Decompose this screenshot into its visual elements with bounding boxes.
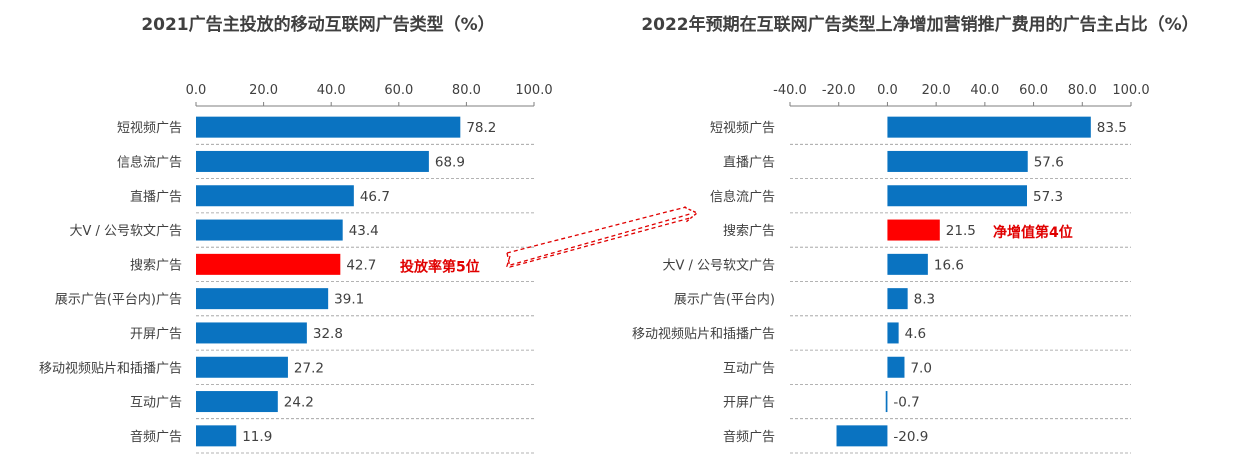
chart2-tick-label: 0.0 xyxy=(877,83,898,98)
chart1-rank-annotation: 投放率第5位 xyxy=(400,258,480,275)
chart1-bar xyxy=(196,116,461,138)
chart2-bar xyxy=(887,116,1091,138)
chart1-data-label: 39.1 xyxy=(334,292,364,308)
chart2-bar xyxy=(887,185,1027,207)
chart2-bar xyxy=(887,219,940,241)
chart2-bar xyxy=(887,288,908,310)
chart2-bar xyxy=(887,150,1028,172)
chart2-category-label: 互动广告 xyxy=(723,361,775,376)
chart1-data-label: 24.2 xyxy=(284,395,314,411)
chart2-tick-label: 60.0 xyxy=(1019,83,1048,98)
chart1-bar xyxy=(196,150,429,172)
chart1-category-label: 展示广告(平台内)广告 xyxy=(55,292,182,308)
chart2-data-label: 4.6 xyxy=(905,326,926,342)
chart2-category-label: 开屏广告 xyxy=(723,396,775,411)
chart1-category-label: 信息流广告 xyxy=(117,154,182,170)
chart2-tick-label: 80.0 xyxy=(1068,83,1097,98)
chart1-data-label: 43.4 xyxy=(349,223,379,239)
chart1-category-label: 音频广告 xyxy=(130,429,182,445)
chart2-category-label: 搜索广告 xyxy=(723,224,775,239)
chart1-category-label: 搜索广告 xyxy=(130,258,182,273)
chart2-bar xyxy=(885,391,888,413)
chart1-tick-label: 20.0 xyxy=(249,83,278,98)
chart1-bar xyxy=(196,322,307,344)
chart1-title: 2021广告主投放的移动互联网广告类型（%） xyxy=(141,14,494,35)
chart2-tick-label: 100.0 xyxy=(1112,83,1149,98)
chart2-data-label: 21.5 xyxy=(946,223,976,239)
text-layer: 2021广告主投放的移动互联网广告类型（%） 2022年预期在互联网广告类型上净… xyxy=(39,14,1199,445)
chart2-data-label: -20.9 xyxy=(893,429,928,445)
chart2-data-label: 8.3 xyxy=(914,292,935,308)
chart1-data-label: 78.2 xyxy=(466,120,496,136)
connector-arrow xyxy=(506,206,699,268)
chart1-category-label: 互动广告 xyxy=(130,396,182,411)
chart2-data-label: 83.5 xyxy=(1097,120,1127,136)
chart1-bar xyxy=(196,356,288,378)
chart2-category-label: 展示广告(平台内) xyxy=(674,292,775,308)
chart2-bar xyxy=(887,322,899,344)
chart1-bar xyxy=(196,288,329,310)
chart2-data-label: 57.3 xyxy=(1033,189,1063,205)
chart2-tick-label: -20.0 xyxy=(822,83,856,98)
chart1-category-label: 大V / 公号软文广告 xyxy=(69,224,182,239)
chart1-data-label: 68.9 xyxy=(435,154,465,170)
chart1-category-label: 开屏广告 xyxy=(130,327,182,342)
chart1-data-label: 11.9 xyxy=(242,429,272,445)
chart2-category-label: 移动视频贴片和插播广告 xyxy=(632,327,775,342)
chart2-tick-label: 40.0 xyxy=(970,83,999,98)
chart2-data-label: 57.6 xyxy=(1034,154,1064,170)
chart1-data-label: 27.2 xyxy=(294,360,324,376)
chart2-category-label: 信息流广告 xyxy=(710,189,775,205)
bars-layer xyxy=(196,116,1091,447)
chart1-tick-label: 100.0 xyxy=(515,83,552,98)
chart2-category-label: 大V / 公号软文广告 xyxy=(662,258,775,273)
chart2-tick-label: 20.0 xyxy=(922,83,951,98)
chart2-category-label: 短视频广告 xyxy=(710,121,775,136)
chart1-bar xyxy=(196,253,341,275)
chart1-tick-label: 60.0 xyxy=(384,83,413,98)
chart2-tick-label: -40.0 xyxy=(773,83,807,98)
chart2-bar xyxy=(887,356,905,378)
chart1-category-label: 移动视频贴片和插播广告 xyxy=(39,361,182,376)
chart1-bar xyxy=(196,219,343,241)
chart2-data-label: 7.0 xyxy=(910,360,931,376)
chart2-data-label: -0.7 xyxy=(893,395,919,411)
chart2-bar xyxy=(836,425,888,447)
chart2-data-label: 16.6 xyxy=(934,257,964,273)
grid-layer xyxy=(195,102,1132,454)
chart1-tick-label: 40.0 xyxy=(317,83,346,98)
chart2-rank-annotation: 净增值第4位 xyxy=(993,224,1073,241)
chart1-tick-label: 80.0 xyxy=(452,83,481,98)
chart2-category-label: 音频广告 xyxy=(723,429,775,445)
chart2-bar xyxy=(887,253,928,275)
chart1-bar xyxy=(196,185,354,207)
chart1-tick-label: 0.0 xyxy=(186,83,207,98)
chart2-category-label: 直播广告 xyxy=(723,155,775,170)
chart1-category-label: 直播广告 xyxy=(130,190,182,205)
chart1-data-label: 32.8 xyxy=(313,326,343,342)
chart1-bar xyxy=(196,425,237,447)
chart1-bar xyxy=(196,391,278,413)
chart1-category-label: 短视频广告 xyxy=(117,121,182,136)
chart1-data-label: 42.7 xyxy=(346,257,376,273)
chart2-title: 2022年预期在互联网广告类型上净增加营销推广费用的广告主占比（%） xyxy=(641,14,1198,35)
chart1-data-label: 46.7 xyxy=(360,189,390,205)
